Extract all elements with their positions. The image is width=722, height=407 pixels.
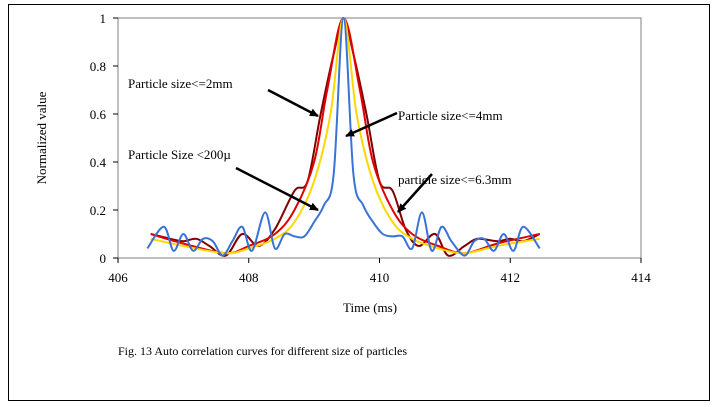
annotation-arrow-2mm [267,88,319,118]
annotation-arrow-200u [235,166,319,212]
x-tick-label: 414 [631,270,651,285]
y-tick-label: 0.4 [90,155,107,170]
annotation-4mm: Particle size<=4mm [398,108,503,123]
x-tick-label: 408 [239,270,259,285]
x-tick-label: 406 [108,270,128,285]
y-tick-label: 0.8 [90,59,106,74]
series-line-4 [146,17,541,257]
x-tick-label: 410 [370,270,390,285]
plot-area [117,17,642,259]
y-axis-label: Normalized value [34,91,49,184]
annotation-arrow-6mm [397,173,433,213]
annotation-arrow-4mm [345,111,398,138]
series-group [146,17,541,257]
y-tick-label: 0.2 [90,203,106,218]
x-axis-label: Time (ms) [343,300,397,315]
annotation-6mm: particle size<=6.3mm [398,172,512,187]
x-tick-label: 412 [501,270,521,285]
y-tick-label: 0 [100,251,107,266]
annotation-2mm: Particle size<=2mm [128,76,233,91]
figure-frame [8,4,710,401]
axis-group: 0 0.2 0.4 0.6 0.8 1 406 408 410 412 414 [90,11,652,285]
annotation-200u: Particle Size <200µ [128,147,231,162]
y-tick-label: 1 [100,11,107,26]
y-tick-label: 0.6 [90,107,107,122]
figure-caption: Fig. 13 Auto correlation curves for diff… [118,344,408,358]
